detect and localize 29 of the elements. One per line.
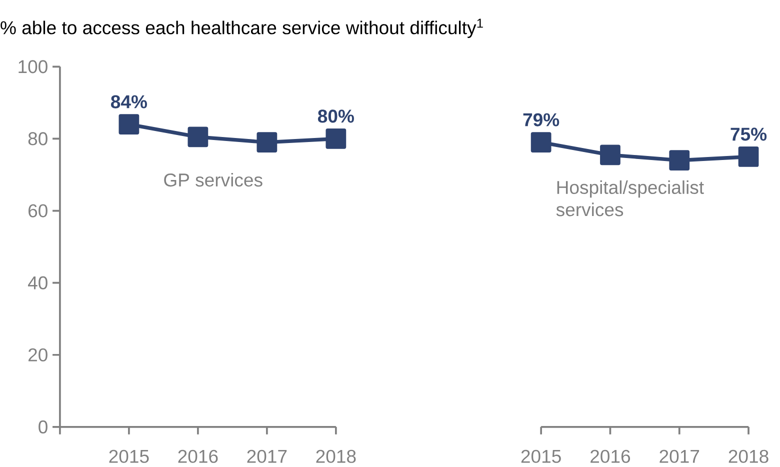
- x-tick-label: 2016: [590, 450, 630, 463]
- point: [738, 146, 759, 167]
- y-tick-label: 20: [28, 348, 48, 362]
- x-tick-label: 2015: [109, 450, 149, 463]
- chart-title: % able to access each healthcare service without difficulty$^{1}$: [0, 18, 483, 38]
- y-tick-label: 60: [28, 204, 48, 218]
- point: [256, 132, 278, 152]
- data-label: 80%: [318, 110, 354, 123]
- point: [600, 144, 620, 166]
- series-label: GP services: [164, 172, 262, 187]
- x-tick-label: 2016: [178, 450, 218, 463]
- point: [326, 128, 346, 149]
- data-label: 75%: [730, 128, 767, 141]
- y-tick-label: 0: [38, 420, 48, 434]
- series-label: Hospital/specialist services: [556, 180, 704, 216]
- x-tick-label: 2015: [521, 450, 561, 463]
- y-tick-label: 100: [18, 60, 48, 74]
- point: [530, 132, 552, 152]
- x-tick-label: 2017: [247, 450, 287, 463]
- y-tick-label: 40: [28, 276, 48, 290]
- point: [669, 150, 690, 171]
- x-tick-label: 2018: [728, 450, 768, 463]
- data-label: 84%: [110, 95, 147, 108]
- x-tick-label: 2017: [660, 450, 700, 463]
- data-label: 79%: [523, 113, 560, 126]
- y-tick-label: 80: [28, 132, 48, 146]
- x-tick-label: 2018: [316, 450, 356, 463]
- point: [188, 126, 208, 148]
- point: [118, 114, 140, 134]
